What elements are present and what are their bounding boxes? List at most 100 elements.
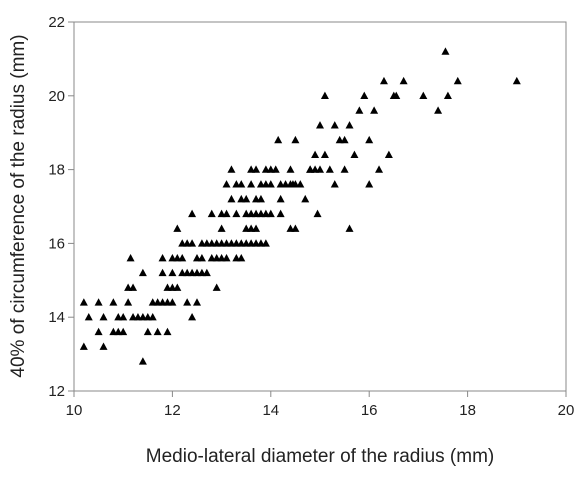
data-point [178,253,187,262]
x-tick-label: 12 [164,402,181,419]
data-point [325,165,334,173]
data-point [79,298,88,306]
data-point [313,209,322,218]
data-point [375,165,384,173]
y-axis-label: 40% of circumference of the radius (mm) [8,34,29,377]
data-point [266,209,275,218]
data-point [168,298,177,306]
data-point [158,253,167,262]
data-point [443,91,452,99]
data-point [232,209,241,218]
data-point [256,194,265,203]
data-point [84,313,93,321]
data-point [252,224,261,232]
data-point [291,135,300,144]
data-point [252,165,261,173]
x-axis: 10 12 14 16 18 20 [66,391,575,419]
data-point [365,135,374,144]
data-point [143,327,152,336]
data-point [188,209,197,218]
x-tick-label: 16 [361,402,378,419]
data-point [202,268,211,277]
data-point [360,91,369,99]
data-point [217,224,226,232]
data-point [392,91,401,99]
data-point [330,121,339,129]
y-tick-label: 18 [48,162,65,179]
data-point [138,357,147,365]
data-points [79,47,521,365]
data-point [247,180,256,188]
data-point [173,283,182,291]
data-point [291,224,300,232]
data-point [453,76,462,85]
data-point [158,268,167,277]
data-point [193,298,201,306]
data-point [379,76,388,85]
data-point [261,239,270,247]
data-point [99,342,108,350]
y-tick-label: 20 [48,88,65,105]
data-point [286,165,295,173]
data-point [237,180,246,188]
data-point [109,298,118,306]
y-tick-label: 14 [48,309,65,326]
data-point [212,283,221,291]
data-point [242,194,251,203]
data-point [188,313,197,321]
data-point [320,91,329,99]
data-point [173,224,182,232]
data-point [94,327,103,336]
data-point [119,313,128,321]
y-tick-label: 16 [48,235,65,252]
data-point [311,150,320,159]
data-point [124,298,133,306]
data-point [384,150,393,159]
data-point [148,313,157,321]
x-tick-label: 18 [459,402,476,419]
data-point [512,76,521,85]
plot-area [73,21,567,392]
data-point [350,150,359,159]
data-point [441,47,450,55]
x-tick-label: 14 [262,402,279,419]
x-tick-label: 20 [558,402,575,419]
data-point [222,253,231,262]
x-tick-label: 10 [66,402,83,419]
data-point [340,165,349,173]
data-point [399,76,408,85]
data-point [153,327,162,336]
data-point [330,180,339,188]
data-point [99,313,108,321]
data-point [345,121,354,129]
data-point [163,327,172,336]
data-point [237,253,246,262]
data-point [183,298,192,306]
data-point [316,165,324,173]
data-point [79,342,88,350]
data-point [419,91,428,99]
data-point [276,194,285,203]
data-point [138,268,147,277]
data-point [316,121,324,129]
data-point [207,209,216,218]
data-point [296,180,305,188]
data-point [271,165,280,173]
y-axis: 12 14 16 18 20 22 [48,14,74,400]
data-point [340,135,349,144]
y-tick-label: 12 [48,383,65,400]
data-point [227,194,236,203]
data-point [276,209,285,218]
data-point [301,194,310,203]
data-point [168,268,177,277]
data-point [222,209,231,218]
y-tick-label: 22 [48,14,65,31]
data-point [365,180,374,188]
data-point [129,283,138,291]
data-point [119,327,128,336]
data-point [94,298,103,306]
data-point [197,253,206,262]
data-point [266,180,275,188]
data-point [320,150,329,159]
